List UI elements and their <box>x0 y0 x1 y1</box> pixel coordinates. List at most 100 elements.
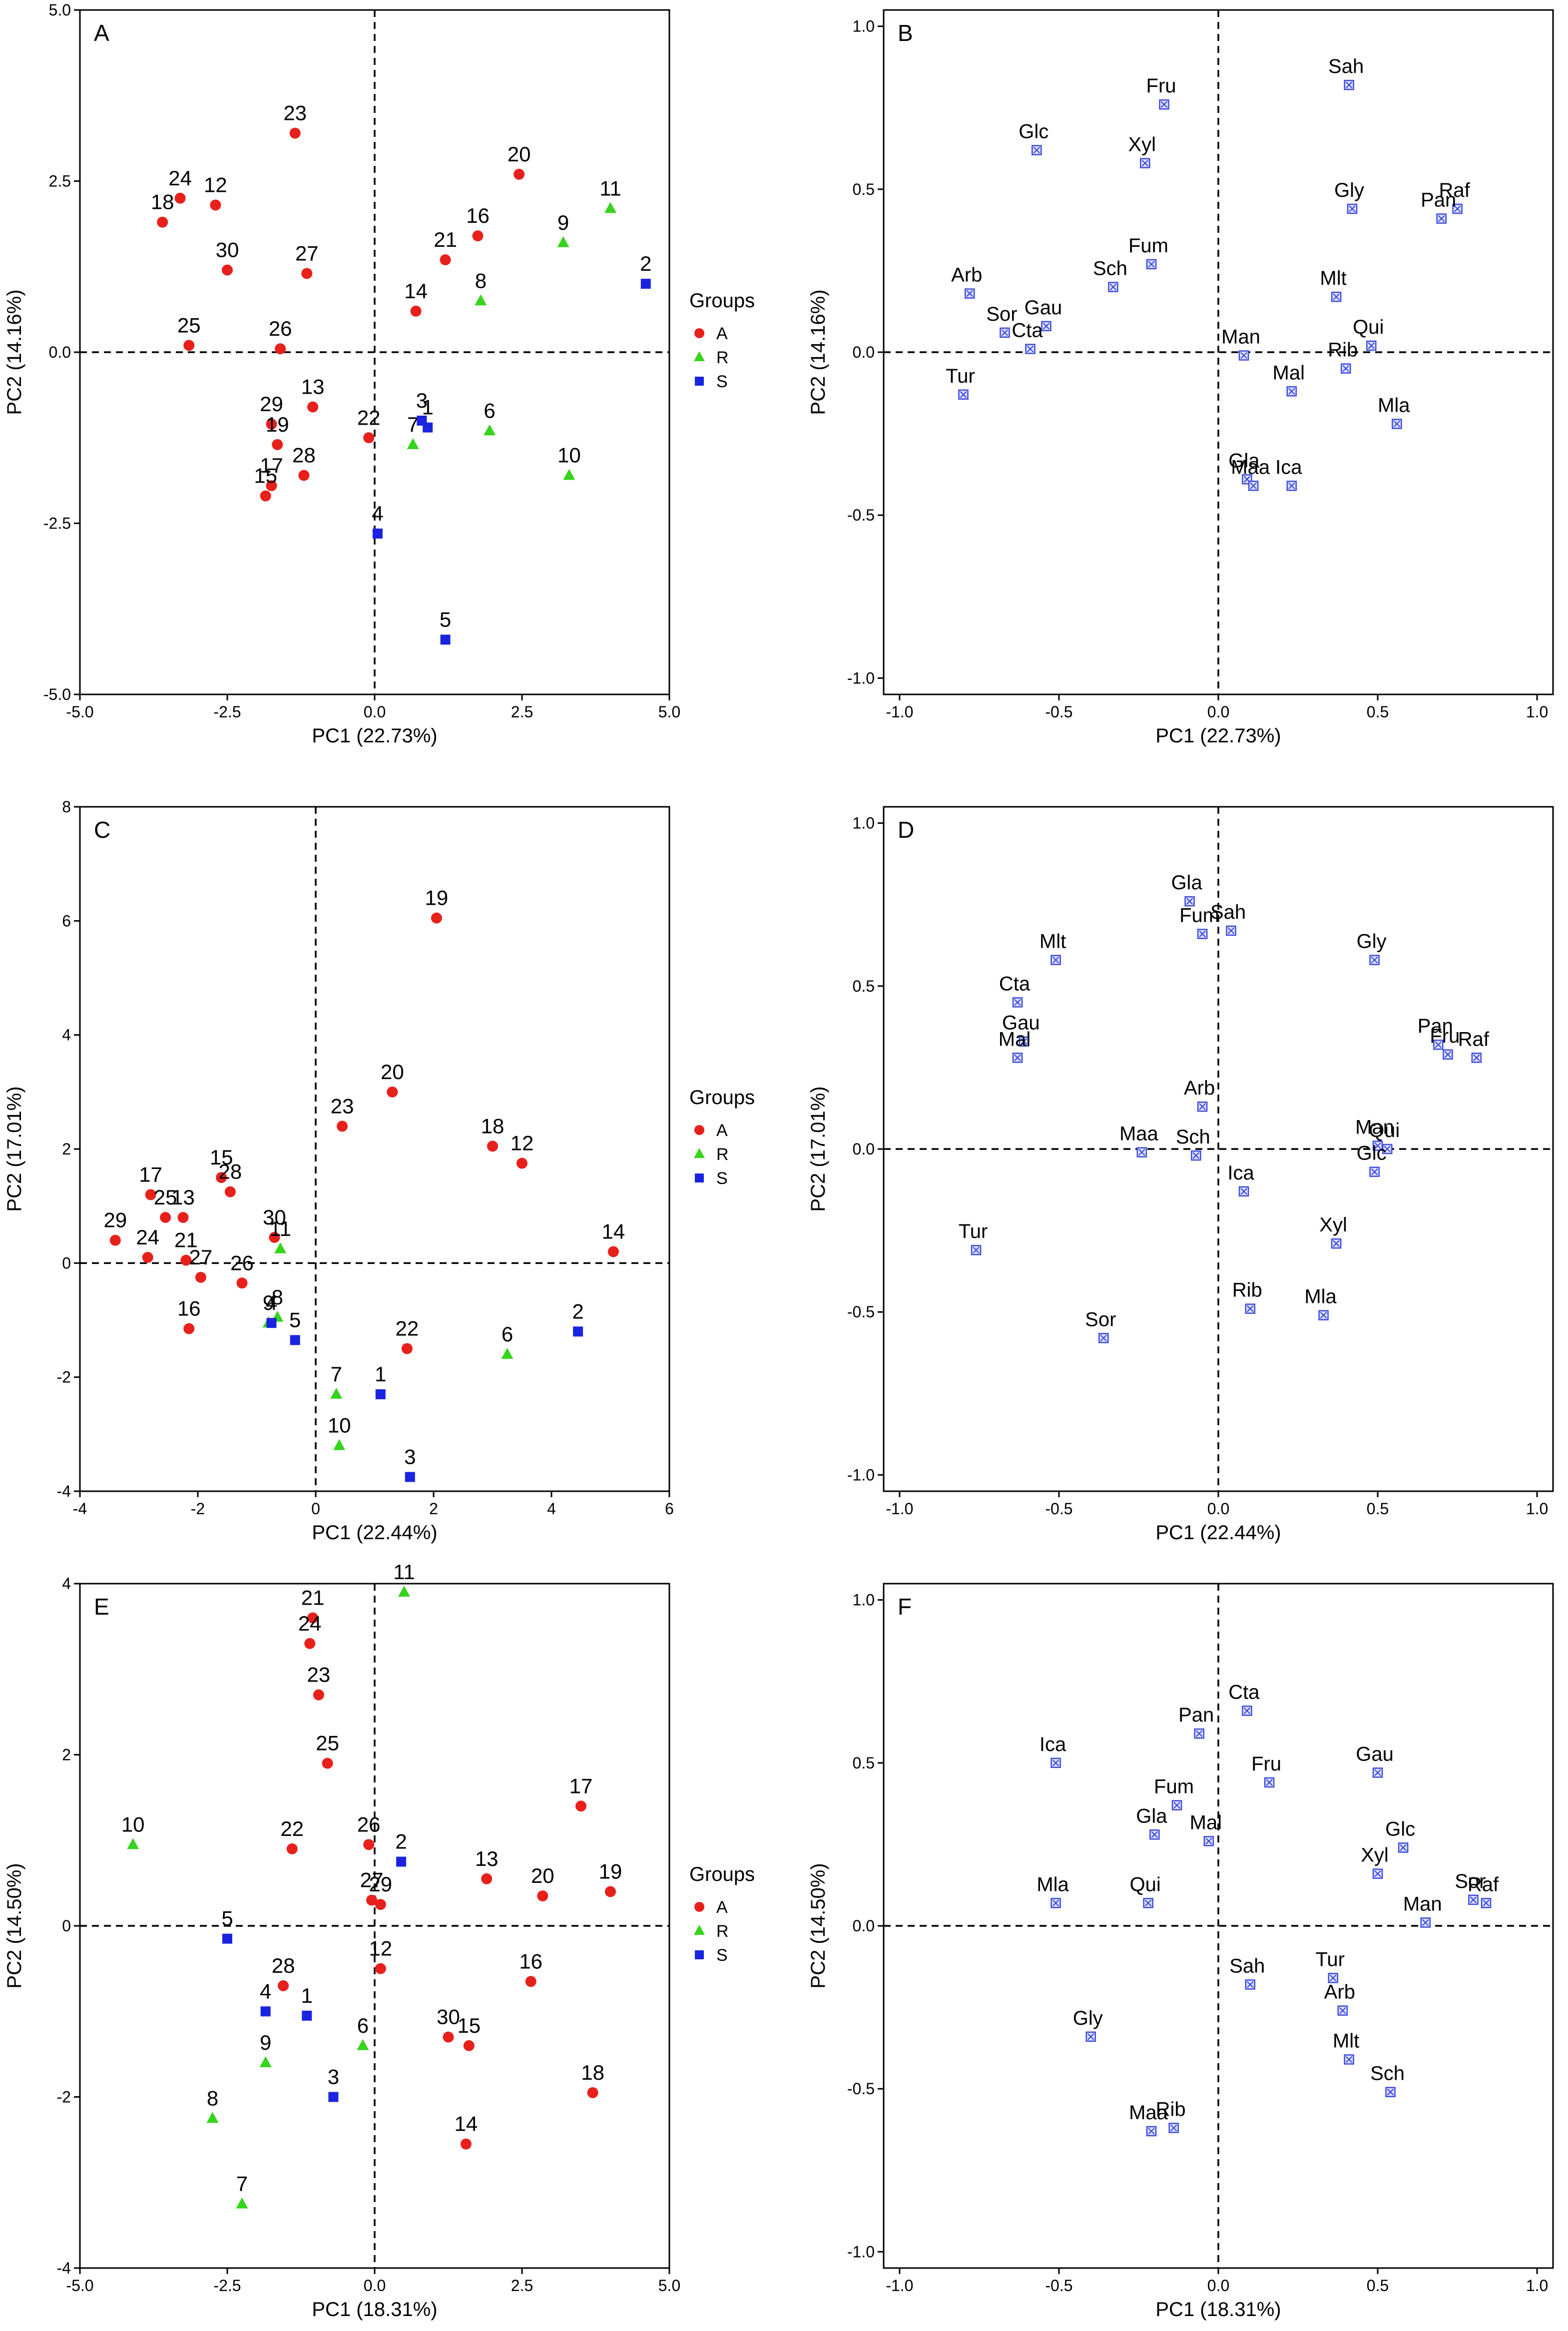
data-point-label: 13 <box>301 375 325 399</box>
variable-label: Mal <box>999 1028 1031 1050</box>
y-tick-label: 1.0 <box>853 1591 875 1609</box>
data-point-label: 4 <box>266 1291 277 1314</box>
variable-label: Cta <box>1228 1681 1260 1703</box>
variable-label: Glc <box>1385 1818 1415 1840</box>
variable-label: Fru <box>1146 75 1176 97</box>
variable-marker <box>1203 1836 1214 1846</box>
variable-marker <box>1149 1829 1160 1840</box>
variable-marker <box>1146 2126 1157 2137</box>
data-point-marker <box>266 418 277 430</box>
variable-label: Tur <box>1315 1948 1345 1970</box>
data-point-marker <box>224 1186 236 1197</box>
panel-b-loading-plot: -1.0 -0.5 0.0 0.5 1.0 -1.0 -0.5 0.0 0.5 1.0 PC1 (2… <box>807 9 1554 747</box>
data-point-label: 8 <box>272 1285 283 1309</box>
variable-label: Man <box>1403 1893 1442 1915</box>
data-point-marker <box>328 2092 339 2102</box>
data-point-marker <box>407 438 419 449</box>
data-point-label: 18 <box>581 2061 604 2084</box>
data-point-marker <box>605 1886 616 1897</box>
variable-marker <box>1238 350 1249 361</box>
data-point-label: 8 <box>207 2086 218 2110</box>
data-point-marker <box>260 2006 271 2017</box>
variable-label: Mlt <box>1333 2030 1359 2052</box>
data-point-label: 17 <box>139 1163 162 1186</box>
variable-label: Tur <box>946 365 975 387</box>
data-point-marker <box>640 279 651 289</box>
variable-label: Qui <box>1353 316 1384 338</box>
data-point-label: 5 <box>221 1907 233 1930</box>
data-point-marker <box>410 305 422 317</box>
data-point-marker <box>440 634 451 645</box>
panel-letter: F <box>898 1594 912 1620</box>
legend-marker <box>694 1125 704 1135</box>
variable-marker <box>1344 79 1354 90</box>
legend-entry: S <box>716 1946 728 1965</box>
variable-marker <box>1050 1898 1061 1908</box>
variable-label: Rib <box>1232 1279 1262 1301</box>
variable-label: Ica <box>1040 1734 1066 1755</box>
variable-marker <box>1159 99 1169 110</box>
variable-marker <box>1372 1767 1383 1778</box>
data-point-marker <box>587 2087 598 2098</box>
data-point-label: 30 <box>437 2005 460 2029</box>
variable-label: Fum <box>1179 904 1219 926</box>
variable-label: Rib <box>1156 2098 1186 2120</box>
y-tick-label: 0.0 <box>853 343 875 361</box>
variable-marker <box>1398 1842 1409 1853</box>
data-point-marker <box>174 192 186 204</box>
data-point-marker <box>330 1387 343 1399</box>
variable-label: Mla <box>1304 1286 1337 1308</box>
data-point-label: 8 <box>475 269 487 292</box>
data-point-label: 4 <box>372 502 383 525</box>
variable-label: Xyl <box>1319 1214 1347 1236</box>
variable-marker <box>1385 2087 1396 2097</box>
variable-label: Glc <box>1357 1143 1387 1165</box>
legend-marker <box>695 1950 704 1959</box>
data-point-marker <box>396 1856 407 1867</box>
variable-label: Man <box>1355 1116 1394 1138</box>
x-tick-label: -5.0 <box>66 703 93 721</box>
data-point-label: 1 <box>301 1984 313 2007</box>
variable-marker <box>1245 1303 1256 1314</box>
data-point-marker <box>301 268 313 279</box>
y-tick-label: 1.0 <box>853 814 875 832</box>
data-point-label: 3 <box>404 1445 416 1468</box>
panel-letter: E <box>94 1594 109 1620</box>
legend-entry: R <box>716 348 729 367</box>
data-point-marker <box>304 1638 316 1649</box>
data-point-marker <box>537 1890 548 1902</box>
data-point-marker <box>431 912 442 924</box>
variable-marker <box>971 1244 982 1255</box>
data-point-label: 17 <box>260 454 283 477</box>
variable-marker <box>1264 1777 1275 1788</box>
data-point-marker <box>484 424 496 436</box>
data-point-label: 23 <box>307 1663 331 1687</box>
data-point-marker <box>487 1141 498 1152</box>
data-point-label: 22 <box>396 1317 419 1340</box>
variable-marker <box>1238 1186 1249 1197</box>
variable-marker <box>1171 1800 1182 1810</box>
variable-marker <box>1242 1706 1252 1716</box>
data-point-marker <box>127 1838 139 1849</box>
variable-label: Qui <box>1129 1873 1160 1895</box>
variable-label: Rib <box>1328 339 1358 361</box>
data-point-label: 26 <box>269 317 292 340</box>
x-tick-label: 0.0 <box>1207 703 1229 721</box>
data-point-label: 9 <box>263 1291 274 1314</box>
variable-label: Arb <box>1184 1077 1215 1099</box>
variable-marker <box>1433 1039 1444 1050</box>
data-point-marker <box>216 1172 227 1183</box>
legend-title: Groups <box>689 1087 755 1109</box>
y-axis-label: PC2 (17.01%) <box>807 1086 829 1211</box>
data-point-marker <box>206 2112 219 2123</box>
variable-label: Glc <box>1019 121 1048 143</box>
data-point-label: 17 <box>569 1774 593 1797</box>
data-point-marker <box>275 343 286 355</box>
variable-marker <box>1337 2005 1348 2016</box>
groups-legend: Groups ARS <box>689 290 755 391</box>
data-point-marker <box>423 422 433 433</box>
data-point-label: 12 <box>204 173 227 196</box>
y-tick-label: 2 <box>62 1746 71 1764</box>
data-point-label: 2 <box>640 252 651 275</box>
x-tick-label: 0 <box>311 1500 320 1518</box>
